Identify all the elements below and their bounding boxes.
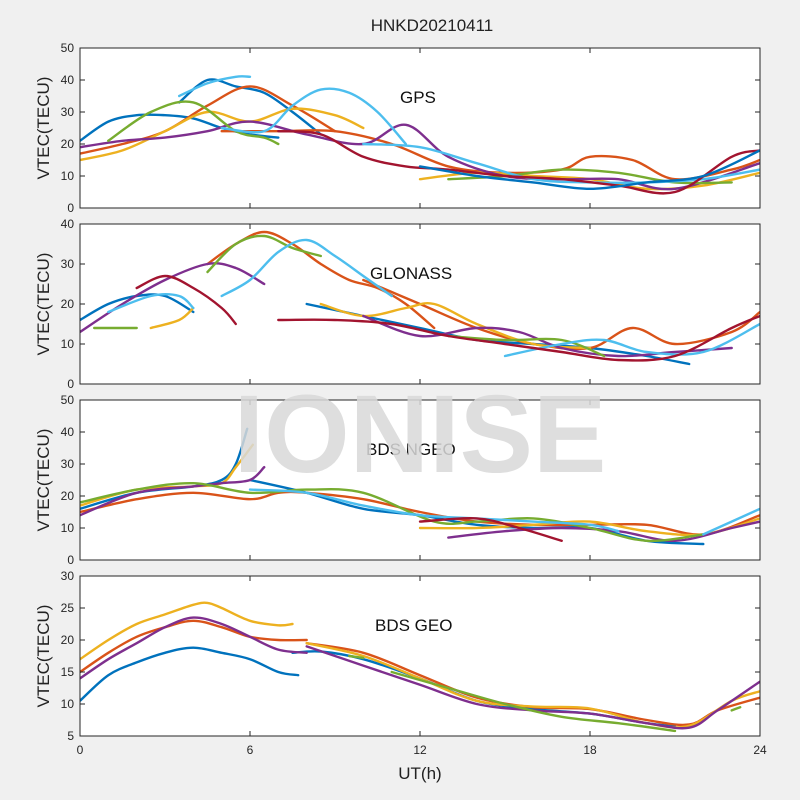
y-tick-label: 0 [67, 201, 74, 215]
panel-label: BDS GEO [375, 616, 452, 635]
plot-area [80, 48, 760, 208]
plot-area [80, 576, 760, 736]
series-line-10 [206, 234, 322, 274]
series-line-10 [390, 670, 677, 733]
figure-title: HNKD20210411 [371, 16, 494, 35]
y-tick-label: 25 [61, 601, 75, 615]
y-axis-label: VTEC(TECU) [34, 77, 53, 180]
y-tick-label: 30 [61, 457, 75, 471]
panel-label: GLONASS [370, 264, 452, 283]
y-tick-label: 0 [67, 553, 74, 567]
series-line-1 [80, 646, 300, 702]
y-tick-label: 20 [61, 137, 75, 151]
plot-area [80, 400, 760, 560]
series-line-13 [277, 130, 760, 195]
y-tick-label: 10 [61, 337, 75, 351]
series-line-5 [149, 306, 195, 330]
series-line-5 [80, 601, 294, 661]
y-tick-label: 30 [61, 569, 75, 583]
series-line-11 [730, 706, 742, 712]
y-tick-label: 40 [61, 425, 75, 439]
series-line-5 [80, 107, 365, 162]
x-tick-label: 12 [413, 743, 427, 757]
series-line-9 [248, 488, 620, 533]
series-line-2 [178, 78, 322, 136]
series-line-14 [418, 149, 760, 190]
y-tick-label: 10 [61, 697, 75, 711]
y-tick-label: 20 [61, 633, 75, 647]
series-line-11 [418, 517, 563, 542]
y-tick-label: 30 [61, 257, 75, 271]
series-line-7 [80, 616, 308, 680]
y-tick-label: 10 [61, 521, 75, 535]
y-tick-label: 15 [61, 665, 75, 679]
series-group [80, 230, 760, 366]
series-line-8 [80, 481, 705, 543]
series-line-14 [503, 322, 760, 358]
x-tick-label: 0 [77, 743, 84, 757]
x-tick-label: 18 [583, 743, 597, 757]
y-tick-label: 30 [61, 105, 75, 119]
y-tick-label: 5 [67, 729, 74, 743]
series-group [80, 427, 760, 546]
y-tick-label: 20 [61, 489, 75, 503]
y-tick-label: 40 [61, 73, 75, 87]
series-line-13 [220, 238, 393, 298]
y-axis-label: VTEC(TECU) [34, 605, 53, 708]
panel-4: 5 10 15 20 25 30 0 6 12 18 24 VTEC(TECU) BDS GEO [34, 569, 767, 757]
panel-label: GPS [400, 88, 436, 107]
series-line-8 [305, 645, 760, 730]
y-tick-label: 40 [61, 217, 75, 231]
series-line-7 [80, 120, 760, 191]
series-line-11 [447, 334, 606, 358]
y-axis-label: VTEC(TECU) [34, 429, 53, 532]
panel-label: BDS NGEO [366, 440, 456, 459]
panel-1: 0 10 20 30 40 50 VTEC(TECU) GPS [34, 41, 761, 215]
series-line-15 [135, 274, 237, 326]
y-tick-label: 10 [61, 169, 75, 183]
x-axis-label: UT(h) [398, 764, 441, 783]
y-tick-label: 0 [67, 377, 74, 391]
watermark: IONISE [234, 373, 607, 496]
series-line-10 [702, 507, 760, 536]
series-line-7 [80, 262, 266, 334]
y-tick-label: 50 [61, 393, 75, 407]
series-line-12 [107, 293, 195, 314]
y-tick-label: 20 [61, 297, 75, 311]
series-line-3 [80, 619, 308, 674]
series-line-8 [107, 100, 280, 146]
series-group [80, 601, 760, 733]
x-tick-label: 24 [753, 743, 767, 757]
series-line-10 [178, 75, 252, 98]
series-line-3 [80, 490, 760, 536]
y-axis-label: VTEC(TECU) [34, 253, 53, 356]
panel-2: 0 10 20 30 40 VTEC(TECU) GLONASS [34, 217, 761, 391]
series-line-9 [348, 654, 365, 660]
series-group [80, 75, 760, 195]
y-tick-label: 50 [61, 41, 75, 55]
series-line-16 [277, 314, 760, 362]
panel-3: 0 10 20 30 40 50 VTEC(TECU) BDS NGEO [34, 393, 761, 567]
series-line-11 [220, 87, 407, 146]
x-tick-label: 6 [247, 743, 254, 757]
